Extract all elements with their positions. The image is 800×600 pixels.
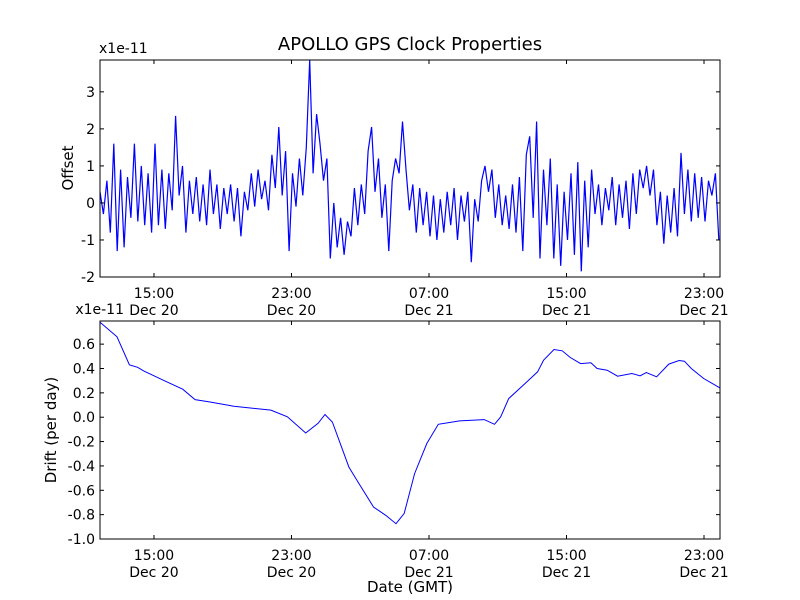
y-tick-label: -1.0 — [68, 532, 95, 548]
x-tick-label-time: 23:00 — [271, 548, 311, 564]
y-tick-label: -0.6 — [68, 483, 95, 499]
y-tick-label: -2 — [81, 270, 95, 286]
y-tick-label: -0.4 — [68, 459, 95, 475]
y-offset-text: x1e-11 — [99, 41, 148, 57]
y-tick-label: -0.8 — [68, 508, 95, 524]
x-tick-label-time: 15:00 — [546, 548, 586, 564]
x-tick-label-date: Dec 21 — [542, 303, 591, 319]
x-tick-label-time: 15:00 — [546, 286, 586, 302]
chart-title: APOLLO GPS Clock Properties — [278, 34, 542, 55]
x-tick-label-time: 07:00 — [409, 286, 449, 302]
x-tick-label-date: Dec 20 — [129, 303, 178, 319]
x-tick-label-time: 15:00 — [134, 548, 174, 564]
offset-series-line — [100, 60, 720, 272]
drift-y-axis-label: Drift (per day) — [42, 377, 60, 484]
y-tick-label: -0.2 — [68, 435, 95, 451]
y-tick-label: 0.6 — [73, 337, 95, 353]
x-tick-label-time: 15:00 — [134, 286, 174, 302]
y-tick-label: 0 — [86, 196, 95, 212]
x-tick-label-date: Dec 20 — [129, 565, 178, 581]
offset-y-axis-label: Offset — [59, 145, 77, 190]
x-tick-label-time: 23:00 — [684, 286, 724, 302]
x-tick-label-time: 07:00 — [409, 548, 449, 564]
x-tick-label-date: Dec 21 — [679, 565, 728, 581]
x-tick-label-date: Dec 20 — [267, 303, 316, 319]
plot-frame — [99, 59, 721, 278]
y-tick-label: 2 — [86, 122, 95, 138]
x-tick-label-time: 23:00 — [271, 286, 311, 302]
drift-series-line — [100, 321, 720, 525]
x-tick-label-time: 23:00 — [684, 548, 724, 564]
y-tick-label: 0.4 — [73, 361, 95, 377]
x-tick-label-date: Dec 21 — [404, 303, 453, 319]
y-offset-text: x1e-11 — [75, 302, 124, 318]
plot-frame — [99, 320, 721, 540]
x-tick-label-date: Dec 20 — [267, 565, 316, 581]
x-tick-label-date: Dec 21 — [542, 565, 591, 581]
y-tick-label: 0.2 — [73, 386, 95, 402]
x-tick-label-date: Dec 21 — [404, 565, 453, 581]
y-tick-label: 3 — [86, 85, 95, 101]
y-tick-label: 1 — [86, 159, 95, 175]
x-tick-label-date: Dec 21 — [679, 303, 728, 319]
y-tick-label: 0.0 — [73, 410, 95, 426]
x-axis-label: Date (GMT) — [367, 578, 453, 596]
y-tick-label: -1 — [81, 233, 95, 249]
